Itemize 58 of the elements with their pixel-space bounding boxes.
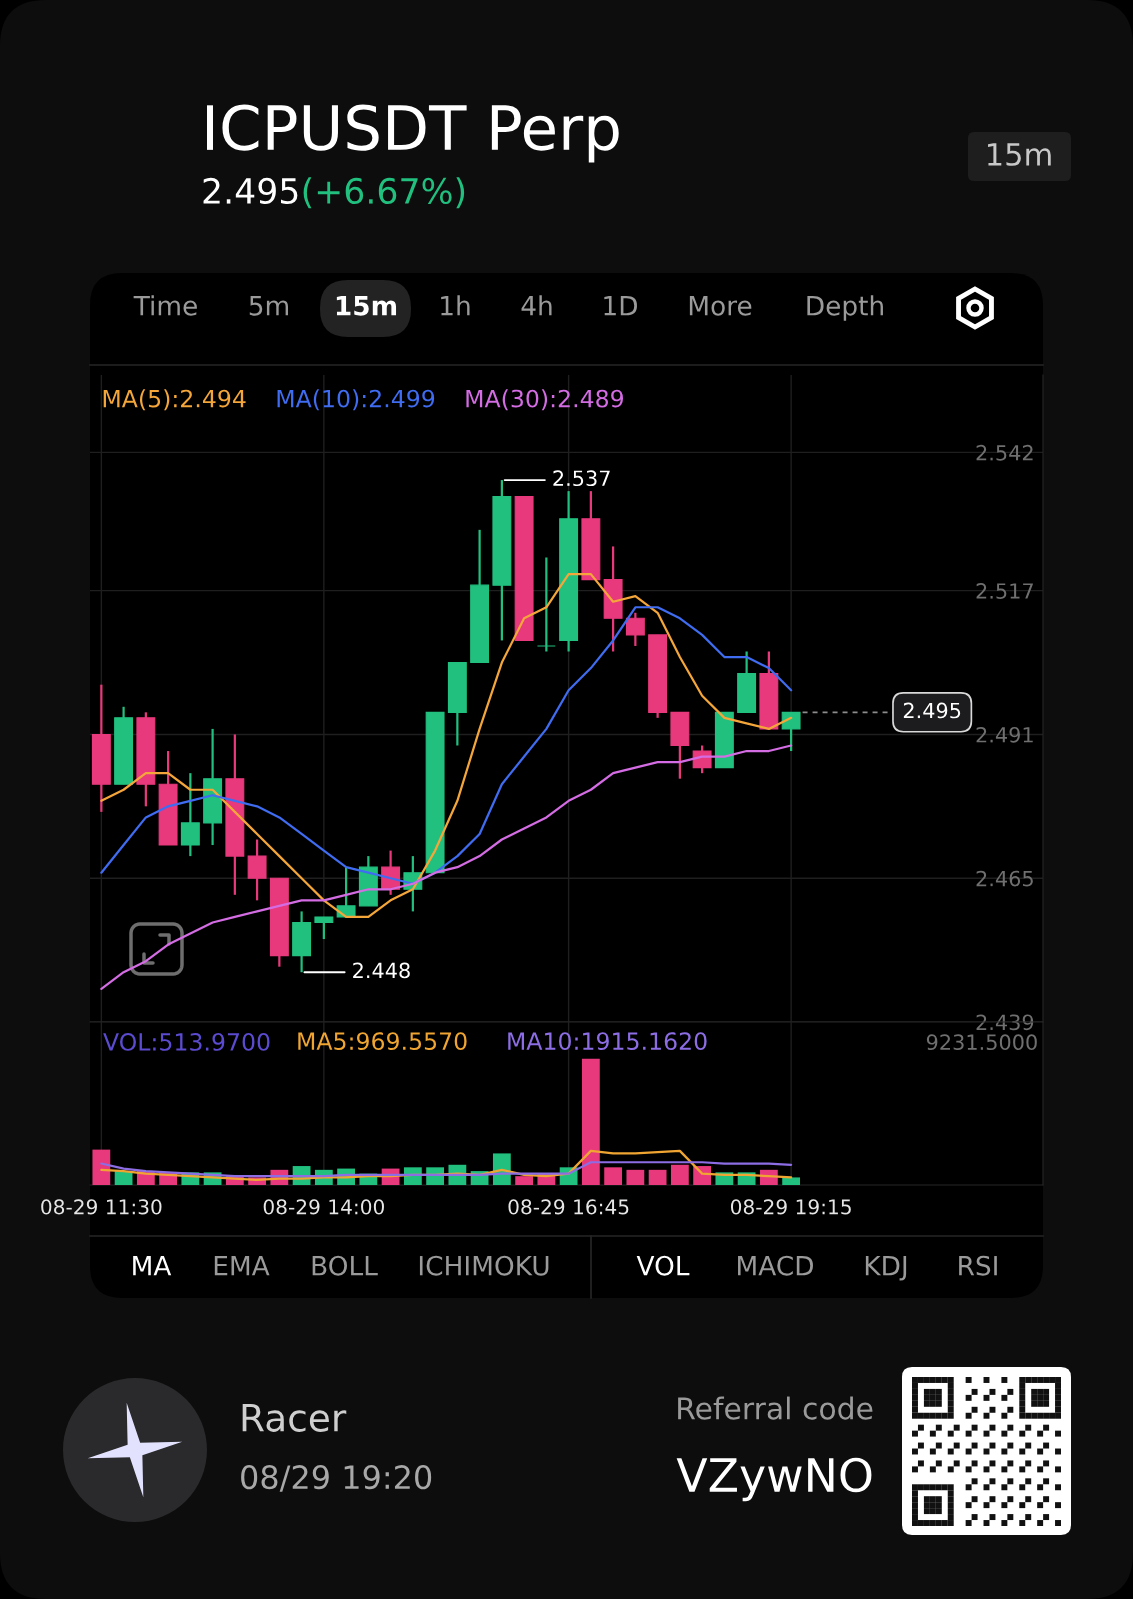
bar bbox=[604, 1167, 623, 1185]
text: VZywNO bbox=[676, 1457, 872, 1502]
candlestick bbox=[180, 772, 200, 858]
text: Depth bbox=[807, 295, 883, 321]
text: (+6.67%) bbox=[303, 177, 465, 209]
text: 1D bbox=[604, 296, 637, 316]
candlestick bbox=[247, 838, 267, 902]
text: Referral code bbox=[678, 1396, 873, 1420]
text: MA(30):2.489 bbox=[466, 389, 624, 411]
text: More bbox=[689, 296, 752, 316]
y-tick-label: 2.542 bbox=[976, 444, 1033, 461]
annotation: 2.537 bbox=[553, 470, 610, 487]
text: Racer bbox=[242, 1404, 347, 1432]
text: Time bbox=[133, 295, 197, 316]
text: EMA bbox=[214, 1256, 270, 1276]
bar bbox=[92, 1149, 111, 1185]
text: VOL:513.9700 bbox=[103, 1033, 270, 1051]
text: 9231.5000 bbox=[926, 1034, 1037, 1051]
bar bbox=[648, 1169, 667, 1185]
candlestick bbox=[625, 611, 645, 648]
candlestick bbox=[781, 711, 801, 753]
text: ICHIMOKU bbox=[419, 1255, 549, 1276]
text: 15m bbox=[336, 296, 397, 316]
candlestick bbox=[536, 556, 556, 653]
text: 5m bbox=[249, 296, 289, 316]
text: KDJ bbox=[865, 1256, 907, 1281]
text: MACD bbox=[738, 1255, 813, 1276]
y-tick-label: 2.439 bbox=[976, 1014, 1034, 1031]
candlestick bbox=[314, 915, 334, 941]
chart-subtitle: 2.495 bbox=[203, 177, 298, 205]
text: MA bbox=[133, 1256, 172, 1276]
text: MA5:969.5570 bbox=[298, 1032, 467, 1051]
text: RSI bbox=[959, 1255, 997, 1276]
y-tick-label: 2.491 bbox=[976, 726, 1033, 743]
bar bbox=[581, 1058, 600, 1185]
text: MA10:1915.1620 bbox=[508, 1032, 707, 1051]
bar bbox=[670, 1164, 689, 1185]
text: 4h bbox=[521, 295, 552, 316]
text: MA(5):2.494 bbox=[103, 389, 246, 411]
annotation: 2.448 bbox=[353, 962, 410, 979]
x-tick-label: 08-29 19:15 bbox=[730, 1199, 851, 1215]
x-tick-label: 08-29 14:00 bbox=[263, 1199, 384, 1215]
bar bbox=[782, 1177, 801, 1185]
x-tick-label: 08-29 16:45 bbox=[508, 1199, 629, 1215]
text: VOL bbox=[636, 1255, 690, 1276]
text: MA(10):2.499 bbox=[277, 389, 435, 411]
bar bbox=[626, 1169, 645, 1185]
y-tick-label: 2.517 bbox=[976, 583, 1033, 599]
ref-line-label: 2.495 bbox=[903, 702, 961, 719]
line-series bbox=[100, 744, 793, 990]
text: 08/29 19:20 bbox=[241, 1465, 432, 1492]
text: 1h bbox=[441, 295, 470, 316]
y-tick-label: 2.465 bbox=[976, 870, 1033, 887]
text: 15m bbox=[988, 143, 1051, 166]
chart-title: ICPUSDT Perp bbox=[207, 104, 619, 163]
text: BOLL bbox=[312, 1255, 378, 1276]
x-tick-label: 08-29 11:30 bbox=[41, 1199, 162, 1215]
bar bbox=[515, 1176, 534, 1185]
